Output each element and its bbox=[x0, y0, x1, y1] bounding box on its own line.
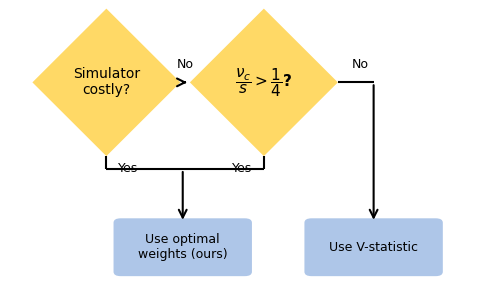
Polygon shape bbox=[33, 9, 180, 156]
Text: Yes: Yes bbox=[232, 162, 252, 175]
FancyBboxPatch shape bbox=[114, 218, 252, 276]
Text: No: No bbox=[177, 58, 193, 71]
Text: Yes: Yes bbox=[118, 162, 139, 175]
Text: Use V-statistic: Use V-statistic bbox=[329, 241, 418, 254]
Text: Simulator
costly?: Simulator costly? bbox=[73, 67, 140, 98]
FancyBboxPatch shape bbox=[304, 218, 443, 276]
Text: No: No bbox=[352, 58, 369, 71]
Text: $\dfrac{\nu_c}{s} > \dfrac{1}{4}$?: $\dfrac{\nu_c}{s} > \dfrac{1}{4}$? bbox=[235, 66, 292, 99]
Polygon shape bbox=[190, 9, 338, 156]
Text: Use optimal
weights (ours): Use optimal weights (ours) bbox=[138, 233, 228, 261]
